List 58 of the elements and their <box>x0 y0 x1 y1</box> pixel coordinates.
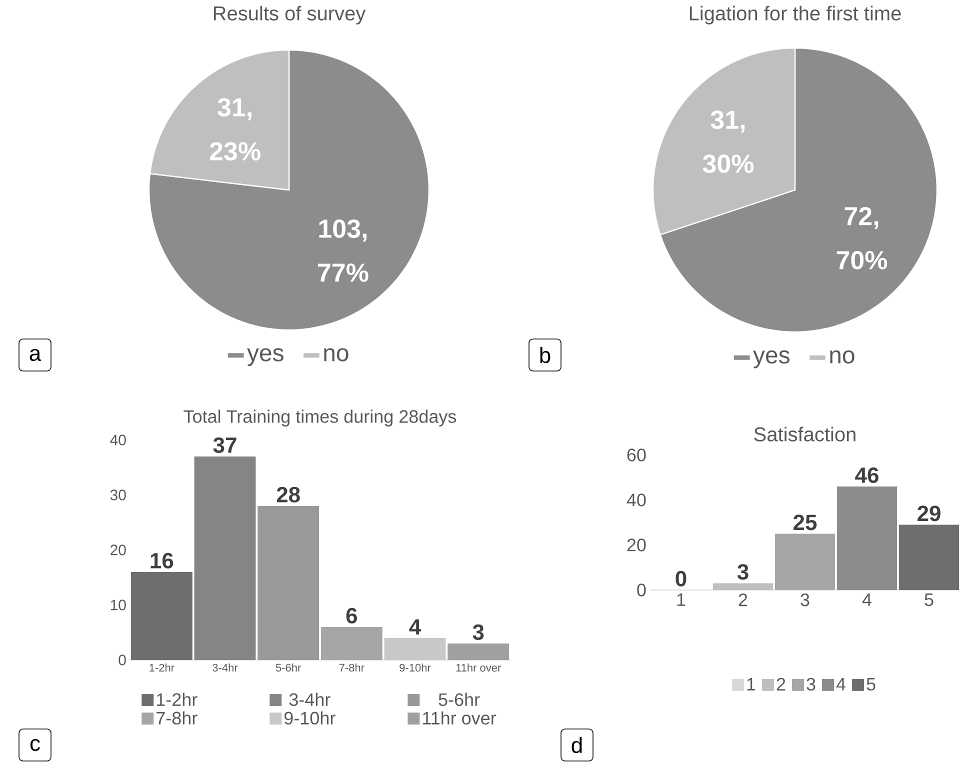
chart-title: Ligation for the first time <box>690 6 901 24</box>
legend-label: 4 <box>836 678 846 690</box>
x-tick-label: 11hr over <box>456 664 501 672</box>
data-label: 31, 23% <box>210 98 260 161</box>
data-label: 0 <box>676 570 686 586</box>
data-label: 29 <box>918 506 940 522</box>
y-tick-label: 0 <box>118 654 126 666</box>
legend-label: 7-8hr <box>156 711 198 725</box>
data-label: 28 <box>276 486 300 502</box>
y-tick-label: 40 <box>110 434 126 446</box>
y-tick-label: 30 <box>110 490 126 500</box>
x-tick-label: 1-2hr <box>150 664 174 672</box>
text: a <box>30 348 42 362</box>
x-tick-label: 5 <box>924 594 934 606</box>
data-label: 25 <box>794 514 817 530</box>
legend-label: yes <box>247 348 284 366</box>
text: c <box>30 738 40 752</box>
legend-label: yes <box>753 350 790 368</box>
legend-label: 9-10hr <box>284 711 336 725</box>
legend-label: 1 <box>747 678 756 690</box>
text: d <box>572 736 582 754</box>
data-label: 31, 30% <box>702 110 754 174</box>
x-tick-label: 3-4hr <box>212 664 238 672</box>
chart-title: Satisfaction <box>754 426 856 442</box>
y-tick-label: 20 <box>110 544 126 556</box>
y-tick-label: 20 <box>627 538 646 552</box>
legend-label: 5 <box>866 678 876 691</box>
x-tick-label: 2 <box>738 594 748 606</box>
data-label: 3 <box>737 564 748 580</box>
y-tick-label: 10 <box>110 600 126 610</box>
text: b <box>540 346 550 364</box>
x-tick-label: 3 <box>800 594 810 606</box>
legend-label: 3 <box>806 678 816 691</box>
y-tick-label: 60 <box>627 448 646 462</box>
x-tick-label: 5-6hr <box>276 664 301 672</box>
legend-label: no <box>830 350 854 364</box>
data-label: 6 <box>346 608 358 624</box>
data-label: 4 <box>409 619 422 634</box>
data-label: 72, 70% <box>836 206 888 270</box>
legend-label: 2 <box>776 678 786 690</box>
x-tick-label: 1 <box>677 594 686 606</box>
y-tick-label: 0 <box>637 584 646 596</box>
data-label: 46 <box>855 467 878 483</box>
x-tick-label: 9-10hr <box>400 664 431 672</box>
legend-label: 1-2hr <box>156 692 198 706</box>
legend-label: no <box>324 348 348 362</box>
legend-label: 5-6hr <box>438 692 480 706</box>
legend-label: 3-4hr <box>289 692 330 706</box>
data-label: 16 <box>150 552 174 568</box>
chart-title: Total Training times during 28days <box>184 410 456 426</box>
chart-title: Results of survey <box>214 6 366 24</box>
data-label: 103, 77% <box>318 219 368 282</box>
data-label: 37 <box>213 437 236 453</box>
data-label: 3 <box>472 624 484 640</box>
legend-label: 11hr over <box>423 711 496 725</box>
x-tick-label: 7-8hr <box>339 664 364 672</box>
y-tick-label: 40 <box>626 494 646 506</box>
x-tick-label: 4 <box>862 594 872 606</box>
